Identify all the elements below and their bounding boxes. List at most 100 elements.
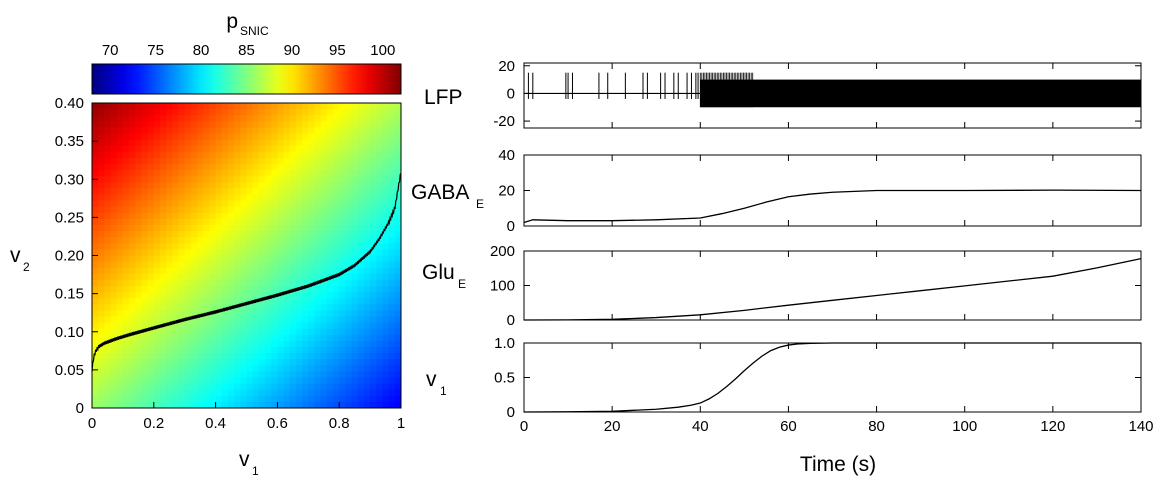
heatmap-cell	[110, 304, 118, 311]
heatmap-cell	[370, 164, 377, 171]
heatmap-cell	[122, 292, 130, 299]
heatmap-cell	[265, 200, 272, 208]
heatmap-cell	[209, 139, 217, 147]
heatmap-cell	[240, 249, 247, 256]
heatmap-cell	[135, 231, 142, 238]
heatmap-cell	[209, 316, 217, 324]
heatmap-cell	[153, 151, 161, 159]
heatmap-cell	[339, 164, 346, 171]
heatmap-cell	[110, 328, 118, 336]
heatmap-cell	[302, 115, 309, 122]
heatmap-cell	[388, 261, 396, 269]
heatmap-cell	[252, 389, 260, 397]
heatmap-cell	[388, 200, 396, 208]
heatmap-cell	[203, 170, 210, 177]
heatmap-cell	[271, 170, 278, 177]
heatmap-cell	[370, 176, 377, 183]
heatmap-cell	[184, 109, 192, 116]
heatmap-cell	[147, 304, 155, 311]
heatmap-cell	[289, 298, 297, 305]
heatmap-cell	[197, 340, 204, 348]
heatmap-cell	[283, 145, 291, 153]
heatmap-cell	[240, 194, 247, 202]
heatmap-cell	[172, 292, 180, 299]
heatmap-cell	[351, 109, 359, 116]
heatmap-cell	[122, 218, 130, 226]
heatmap-cell	[209, 182, 217, 189]
heatmap-cell	[277, 395, 285, 403]
heatmap-cell	[370, 127, 377, 134]
heatmap-cell	[129, 194, 136, 202]
heatmap-cell	[153, 133, 161, 141]
heatmap-cell	[240, 353, 247, 360]
heatmap-cell	[351, 273, 359, 281]
heatmap-cell	[246, 176, 254, 183]
heatmap-cell	[92, 340, 99, 348]
heatmap-cell	[172, 157, 180, 165]
heatmap-cell	[147, 127, 155, 134]
heatmap-cell	[98, 273, 105, 281]
heatmap-cell	[277, 212, 285, 220]
heatmap-cell	[382, 401, 390, 409]
heatmap-cell	[234, 164, 241, 171]
heatmap-cell	[277, 267, 285, 275]
heatmap-cell	[129, 127, 136, 134]
heatmap-cell	[295, 401, 303, 409]
heatmap-cell	[129, 304, 136, 311]
heatmap-cell	[295, 103, 303, 110]
heatmap-cell	[339, 334, 346, 342]
heatmap-cell	[283, 383, 291, 391]
heatmap-cell	[339, 170, 346, 177]
heatmap-cell	[345, 267, 353, 275]
heatmap-cell	[98, 365, 105, 372]
heatmap-cell	[104, 237, 112, 244]
heatmap-cell	[271, 145, 278, 153]
heatmap-cell	[110, 206, 118, 214]
heatmap-cell	[283, 243, 291, 250]
heatmap-cell	[388, 225, 396, 232]
heatmap-cell	[203, 353, 210, 360]
heatmap-cell	[388, 383, 396, 391]
heatmap-cell	[203, 389, 210, 397]
heatmap-cell	[122, 310, 130, 317]
heatmap-cell	[295, 304, 303, 311]
heatmap-cell	[129, 157, 136, 165]
heatmap-cell	[326, 359, 334, 366]
heatmap-cell	[302, 365, 309, 372]
heatmap-cell	[345, 395, 353, 403]
heatmap-cell	[351, 115, 359, 122]
heatmap-cell	[258, 292, 266, 299]
heatmap-cell	[104, 286, 112, 293]
heatmap-cell	[240, 322, 247, 330]
heatmap-cell	[302, 322, 309, 330]
heatmap-cell	[388, 237, 396, 244]
heatmap-cell	[277, 249, 285, 256]
heatmap-cell	[159, 359, 167, 366]
heatmap-cell	[209, 249, 217, 256]
heatmap-cell	[116, 164, 124, 171]
heatmap-cell	[98, 206, 105, 214]
heatmap-cell	[308, 127, 315, 134]
heatmap-cell	[302, 139, 309, 147]
heatmap-cell	[240, 103, 247, 110]
heatmap-cell	[166, 389, 173, 397]
heatmap-cell	[92, 273, 99, 281]
heatmap-cell	[277, 286, 285, 293]
heatmap-cell	[159, 377, 167, 385]
heatmap-cell	[166, 194, 173, 202]
heatmap-cell	[98, 133, 105, 141]
heatmap-cell	[153, 188, 161, 195]
heatmap-cell	[227, 231, 235, 238]
heatmap-cell	[357, 200, 365, 208]
heatmap-cell	[240, 340, 247, 348]
heatmap-cell	[197, 157, 204, 165]
heatmap-cell	[308, 218, 315, 226]
heatmap-cell	[116, 176, 124, 183]
heatmap-cell	[320, 377, 328, 385]
heatmap-cell	[166, 328, 173, 336]
heatmap-cell	[320, 389, 328, 397]
heatmap-cell	[345, 340, 353, 348]
heatmap-cell	[314, 200, 322, 208]
heatmap-cell	[339, 359, 346, 366]
